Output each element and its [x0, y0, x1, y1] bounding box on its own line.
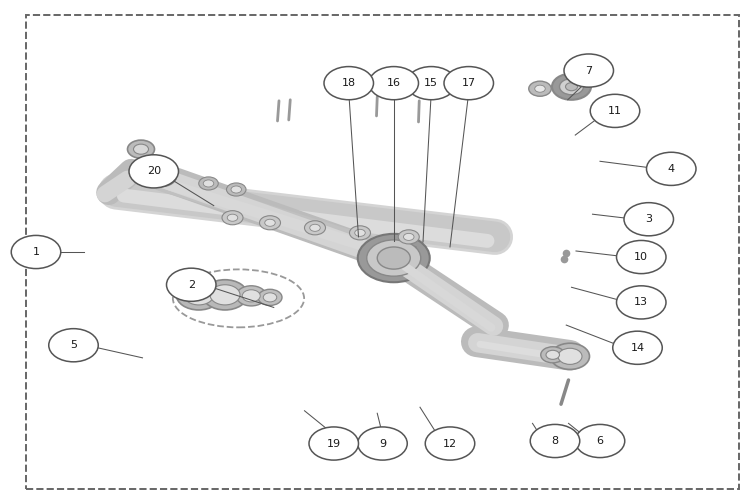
- Circle shape: [358, 234, 430, 282]
- Circle shape: [350, 226, 370, 240]
- Circle shape: [231, 186, 242, 193]
- Circle shape: [377, 247, 410, 269]
- Circle shape: [552, 74, 591, 100]
- Ellipse shape: [406, 67, 456, 100]
- Text: 13: 13: [634, 297, 648, 307]
- Text: 5: 5: [70, 340, 77, 350]
- Ellipse shape: [444, 67, 494, 100]
- Text: 9: 9: [379, 438, 386, 449]
- Circle shape: [541, 347, 565, 363]
- Circle shape: [304, 221, 326, 235]
- Text: 4: 4: [668, 164, 675, 174]
- Text: 6: 6: [596, 436, 604, 446]
- Ellipse shape: [324, 67, 374, 100]
- Circle shape: [152, 170, 170, 182]
- Ellipse shape: [646, 152, 696, 185]
- Circle shape: [184, 285, 214, 305]
- Ellipse shape: [358, 427, 407, 460]
- Circle shape: [355, 229, 365, 236]
- Circle shape: [529, 81, 551, 96]
- Circle shape: [146, 166, 176, 186]
- Ellipse shape: [309, 427, 358, 460]
- Ellipse shape: [369, 67, 419, 100]
- Ellipse shape: [530, 424, 580, 458]
- Ellipse shape: [590, 94, 640, 128]
- Circle shape: [203, 180, 214, 187]
- Circle shape: [137, 163, 160, 178]
- Text: 2: 2: [188, 280, 195, 290]
- Ellipse shape: [425, 427, 475, 460]
- Circle shape: [263, 293, 277, 302]
- Text: 18: 18: [342, 78, 355, 88]
- Circle shape: [202, 280, 248, 310]
- Circle shape: [398, 230, 419, 244]
- Text: 14: 14: [631, 343, 644, 353]
- Circle shape: [176, 280, 221, 310]
- Circle shape: [210, 285, 240, 305]
- Circle shape: [258, 289, 282, 305]
- Text: 16: 16: [387, 78, 400, 88]
- Polygon shape: [374, 242, 416, 268]
- Text: 19: 19: [327, 438, 340, 449]
- Text: 15: 15: [424, 78, 438, 88]
- Ellipse shape: [564, 54, 614, 87]
- Circle shape: [535, 85, 545, 92]
- Ellipse shape: [613, 331, 662, 364]
- Text: 17: 17: [462, 78, 476, 88]
- Ellipse shape: [129, 155, 178, 188]
- Text: 12: 12: [443, 438, 457, 449]
- Circle shape: [227, 214, 238, 221]
- Circle shape: [310, 224, 320, 231]
- Circle shape: [404, 233, 414, 240]
- Circle shape: [367, 240, 421, 276]
- Text: 3: 3: [645, 214, 652, 224]
- Circle shape: [546, 350, 560, 359]
- Ellipse shape: [616, 286, 666, 319]
- Circle shape: [226, 183, 246, 196]
- Circle shape: [566, 83, 578, 91]
- Circle shape: [236, 286, 266, 306]
- Text: 20: 20: [147, 166, 160, 176]
- Ellipse shape: [616, 240, 666, 274]
- Ellipse shape: [575, 424, 625, 458]
- Text: 8: 8: [551, 436, 559, 446]
- Circle shape: [134, 144, 148, 154]
- Circle shape: [130, 158, 166, 182]
- Circle shape: [265, 219, 275, 226]
- Ellipse shape: [11, 235, 61, 269]
- Circle shape: [560, 79, 584, 95]
- Text: 7: 7: [585, 66, 592, 76]
- Text: 10: 10: [634, 252, 648, 262]
- Circle shape: [128, 140, 154, 158]
- Circle shape: [558, 348, 582, 364]
- Text: 11: 11: [608, 106, 622, 116]
- Text: 1: 1: [32, 247, 40, 257]
- Circle shape: [199, 177, 218, 190]
- Circle shape: [260, 216, 280, 230]
- Circle shape: [242, 290, 260, 302]
- Circle shape: [222, 211, 243, 225]
- Circle shape: [550, 343, 590, 369]
- Ellipse shape: [166, 268, 216, 301]
- Ellipse shape: [624, 203, 674, 236]
- Ellipse shape: [49, 329, 98, 362]
